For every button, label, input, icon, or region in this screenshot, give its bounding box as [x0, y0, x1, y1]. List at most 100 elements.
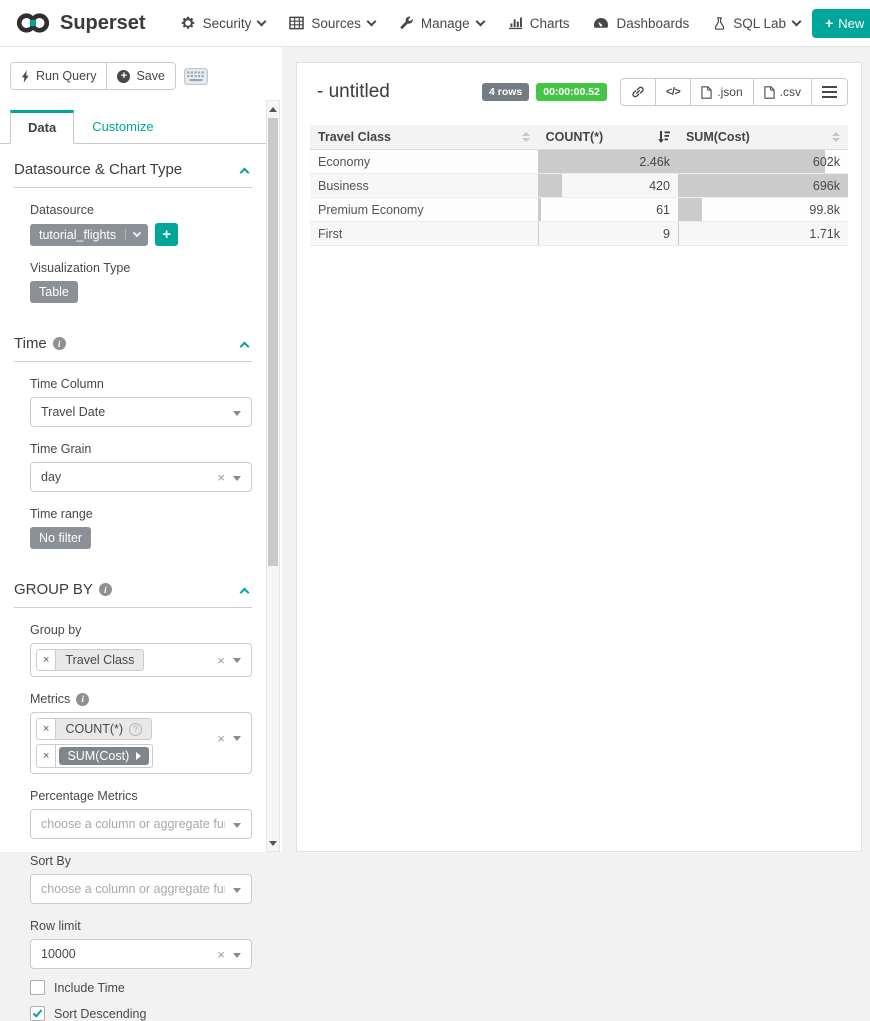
- view-query-button[interactable]: </>: [655, 78, 691, 106]
- nav-security[interactable]: Security: [180, 15, 266, 31]
- sort-descending-label: Sort Descending: [54, 1007, 146, 1021]
- superset-logo[interactable]: Superset: [15, 11, 146, 35]
- section-groupby-header[interactable]: GROUP BY i: [14, 581, 252, 608]
- chart-header: - untitled 4 rows 00:00:00.52 </> .json: [297, 63, 861, 116]
- panel-scrollbar[interactable]: [266, 100, 280, 852]
- scroll-down-button[interactable]: [267, 835, 279, 851]
- file-json-icon: [701, 86, 712, 99]
- sort-descending-checkbox[interactable]: [30, 1006, 45, 1021]
- info-icon: i: [53, 337, 66, 350]
- percentage-metrics-label: Percentage Metrics: [30, 789, 252, 803]
- chart-options-button[interactable]: [811, 78, 848, 106]
- sort-icon: [832, 132, 840, 142]
- sort-icon: [522, 132, 530, 142]
- scroll-up-button[interactable]: [267, 101, 279, 117]
- metric-token-count: × COUNT(*) ?: [36, 718, 152, 740]
- section-time: Time i Time Column Travel Date Time Grai…: [14, 335, 252, 549]
- sum-value: 696k: [678, 175, 848, 197]
- export-json-button[interactable]: .json: [690, 78, 753, 106]
- section-time-header[interactable]: Time i: [14, 335, 252, 362]
- metrics-select[interactable]: × COUNT(*) ? × SUM(Cost): [30, 712, 252, 774]
- table-row[interactable]: Business 420 696k: [310, 174, 848, 198]
- column-header-sum[interactable]: SUM(Cost): [678, 125, 848, 150]
- export-csv-button[interactable]: .csv: [753, 78, 812, 106]
- remove-token-icon[interactable]: ×: [37, 719, 56, 739]
- include-time-checkbox-row[interactable]: Include Time: [30, 980, 252, 995]
- row-label: Premium Economy: [310, 198, 538, 222]
- clear-icon[interactable]: ×: [217, 470, 225, 485]
- tab-data[interactable]: Data: [10, 110, 74, 144]
- column-header-count[interactable]: COUNT(*): [538, 125, 678, 150]
- query-timer-badge: 00:00:00.52: [536, 83, 607, 101]
- edit-datasource-button[interactable]: +: [155, 223, 178, 246]
- datasource-select[interactable]: tutorial_flights: [30, 224, 148, 246]
- brand-name: Superset: [60, 12, 146, 35]
- group-by-token: × Travel Class: [36, 649, 144, 671]
- tab-customize[interactable]: Customize: [74, 110, 171, 143]
- table-row[interactable]: First 9 1.71k: [310, 222, 848, 246]
- query-toolbar: Run Query + Save: [10, 62, 272, 90]
- table-row[interactable]: Economy 2.46k 602k: [310, 150, 848, 174]
- viz-type-button[interactable]: Table: [30, 281, 78, 303]
- viz-type-label: Visualization Type: [30, 261, 252, 275]
- keyboard-shortcuts-button[interactable]: [184, 68, 208, 85]
- chevron-down-icon: [475, 16, 485, 26]
- caret-down-icon: [233, 953, 241, 958]
- scrollbar-thumb[interactable]: [268, 118, 278, 566]
- gears-icon: [180, 15, 196, 31]
- run-query-button[interactable]: Run Query: [10, 62, 107, 90]
- chevron-down-icon: [257, 16, 267, 26]
- count-value: 61: [538, 199, 678, 221]
- keyboard-icon: [184, 68, 208, 85]
- new-button[interactable]: + New: [812, 9, 870, 38]
- time-grain-value: day: [41, 470, 61, 484]
- sort-by-select[interactable]: choose a column or aggregate function: [30, 874, 252, 904]
- row-limit-label: Row limit: [30, 919, 252, 933]
- chevron-down-icon: [125, 229, 148, 240]
- export-csv-label: .csv: [780, 85, 801, 99]
- share-link-button[interactable]: [620, 78, 656, 106]
- time-column-select[interactable]: Travel Date: [30, 397, 252, 427]
- sort-by-label: Sort By: [30, 854, 252, 868]
- clear-icon[interactable]: ×: [217, 653, 225, 668]
- nav-sql-lab-label: SQL Lab: [733, 16, 786, 31]
- group-by-label: Group by: [30, 623, 252, 637]
- nav-sources-label: Sources: [311, 16, 361, 31]
- group-by-select[interactable]: × Travel Class ×: [30, 643, 252, 677]
- wrench-icon: [399, 16, 414, 31]
- nav-charts[interactable]: Charts: [508, 16, 570, 31]
- include-time-checkbox[interactable]: [30, 980, 45, 995]
- remove-token-icon[interactable]: ×: [37, 650, 56, 670]
- chevron-up-icon: [240, 341, 250, 351]
- percentage-metrics-select[interactable]: choose a column or aggregate function: [30, 809, 252, 839]
- save-label: Save: [136, 69, 165, 83]
- adhoc-metric-pill[interactable]: SUM(Cost): [59, 747, 149, 765]
- nav-sql-lab[interactable]: SQL Lab: [713, 16, 800, 31]
- table-row[interactable]: Premium Economy 61 99.8k: [310, 198, 848, 222]
- clear-icon[interactable]: ×: [217, 947, 225, 962]
- export-json-label: .json: [717, 85, 742, 99]
- column-header-travel-class[interactable]: Travel Class: [310, 125, 538, 150]
- count-value: 9: [538, 223, 678, 245]
- row-limit-select[interactable]: 10000 ×: [30, 939, 252, 969]
- remove-token-icon[interactable]: ×: [37, 745, 56, 767]
- metric-sum-label: SUM(Cost): [67, 749, 129, 763]
- nav-sources[interactable]: Sources: [289, 16, 375, 31]
- chevron-down-icon: [366, 16, 376, 26]
- save-button[interactable]: + Save: [106, 62, 176, 90]
- question-icon: ?: [129, 723, 142, 736]
- nav-manage[interactable]: Manage: [399, 16, 484, 31]
- time-grain-select[interactable]: day ×: [30, 462, 252, 492]
- panel-content: Datasource & Chart Type Datasource tutor…: [0, 161, 252, 1021]
- viz-type-value: Table: [30, 281, 78, 303]
- new-button-label: New: [838, 16, 864, 31]
- sort-descending-checkbox-row[interactable]: Sort Descending: [30, 1006, 252, 1021]
- sort-desc-active-icon: [657, 131, 670, 143]
- hamburger-icon: [822, 86, 837, 98]
- section-datasource-header[interactable]: Datasource & Chart Type: [14, 161, 252, 188]
- row-limit-value: 10000: [41, 947, 76, 961]
- nav-dashboards[interactable]: Dashboards: [593, 16, 689, 31]
- clear-icon[interactable]: ×: [217, 731, 225, 746]
- chart-title[interactable]: - untitled: [317, 81, 390, 103]
- time-range-button[interactable]: No filter: [30, 527, 91, 549]
